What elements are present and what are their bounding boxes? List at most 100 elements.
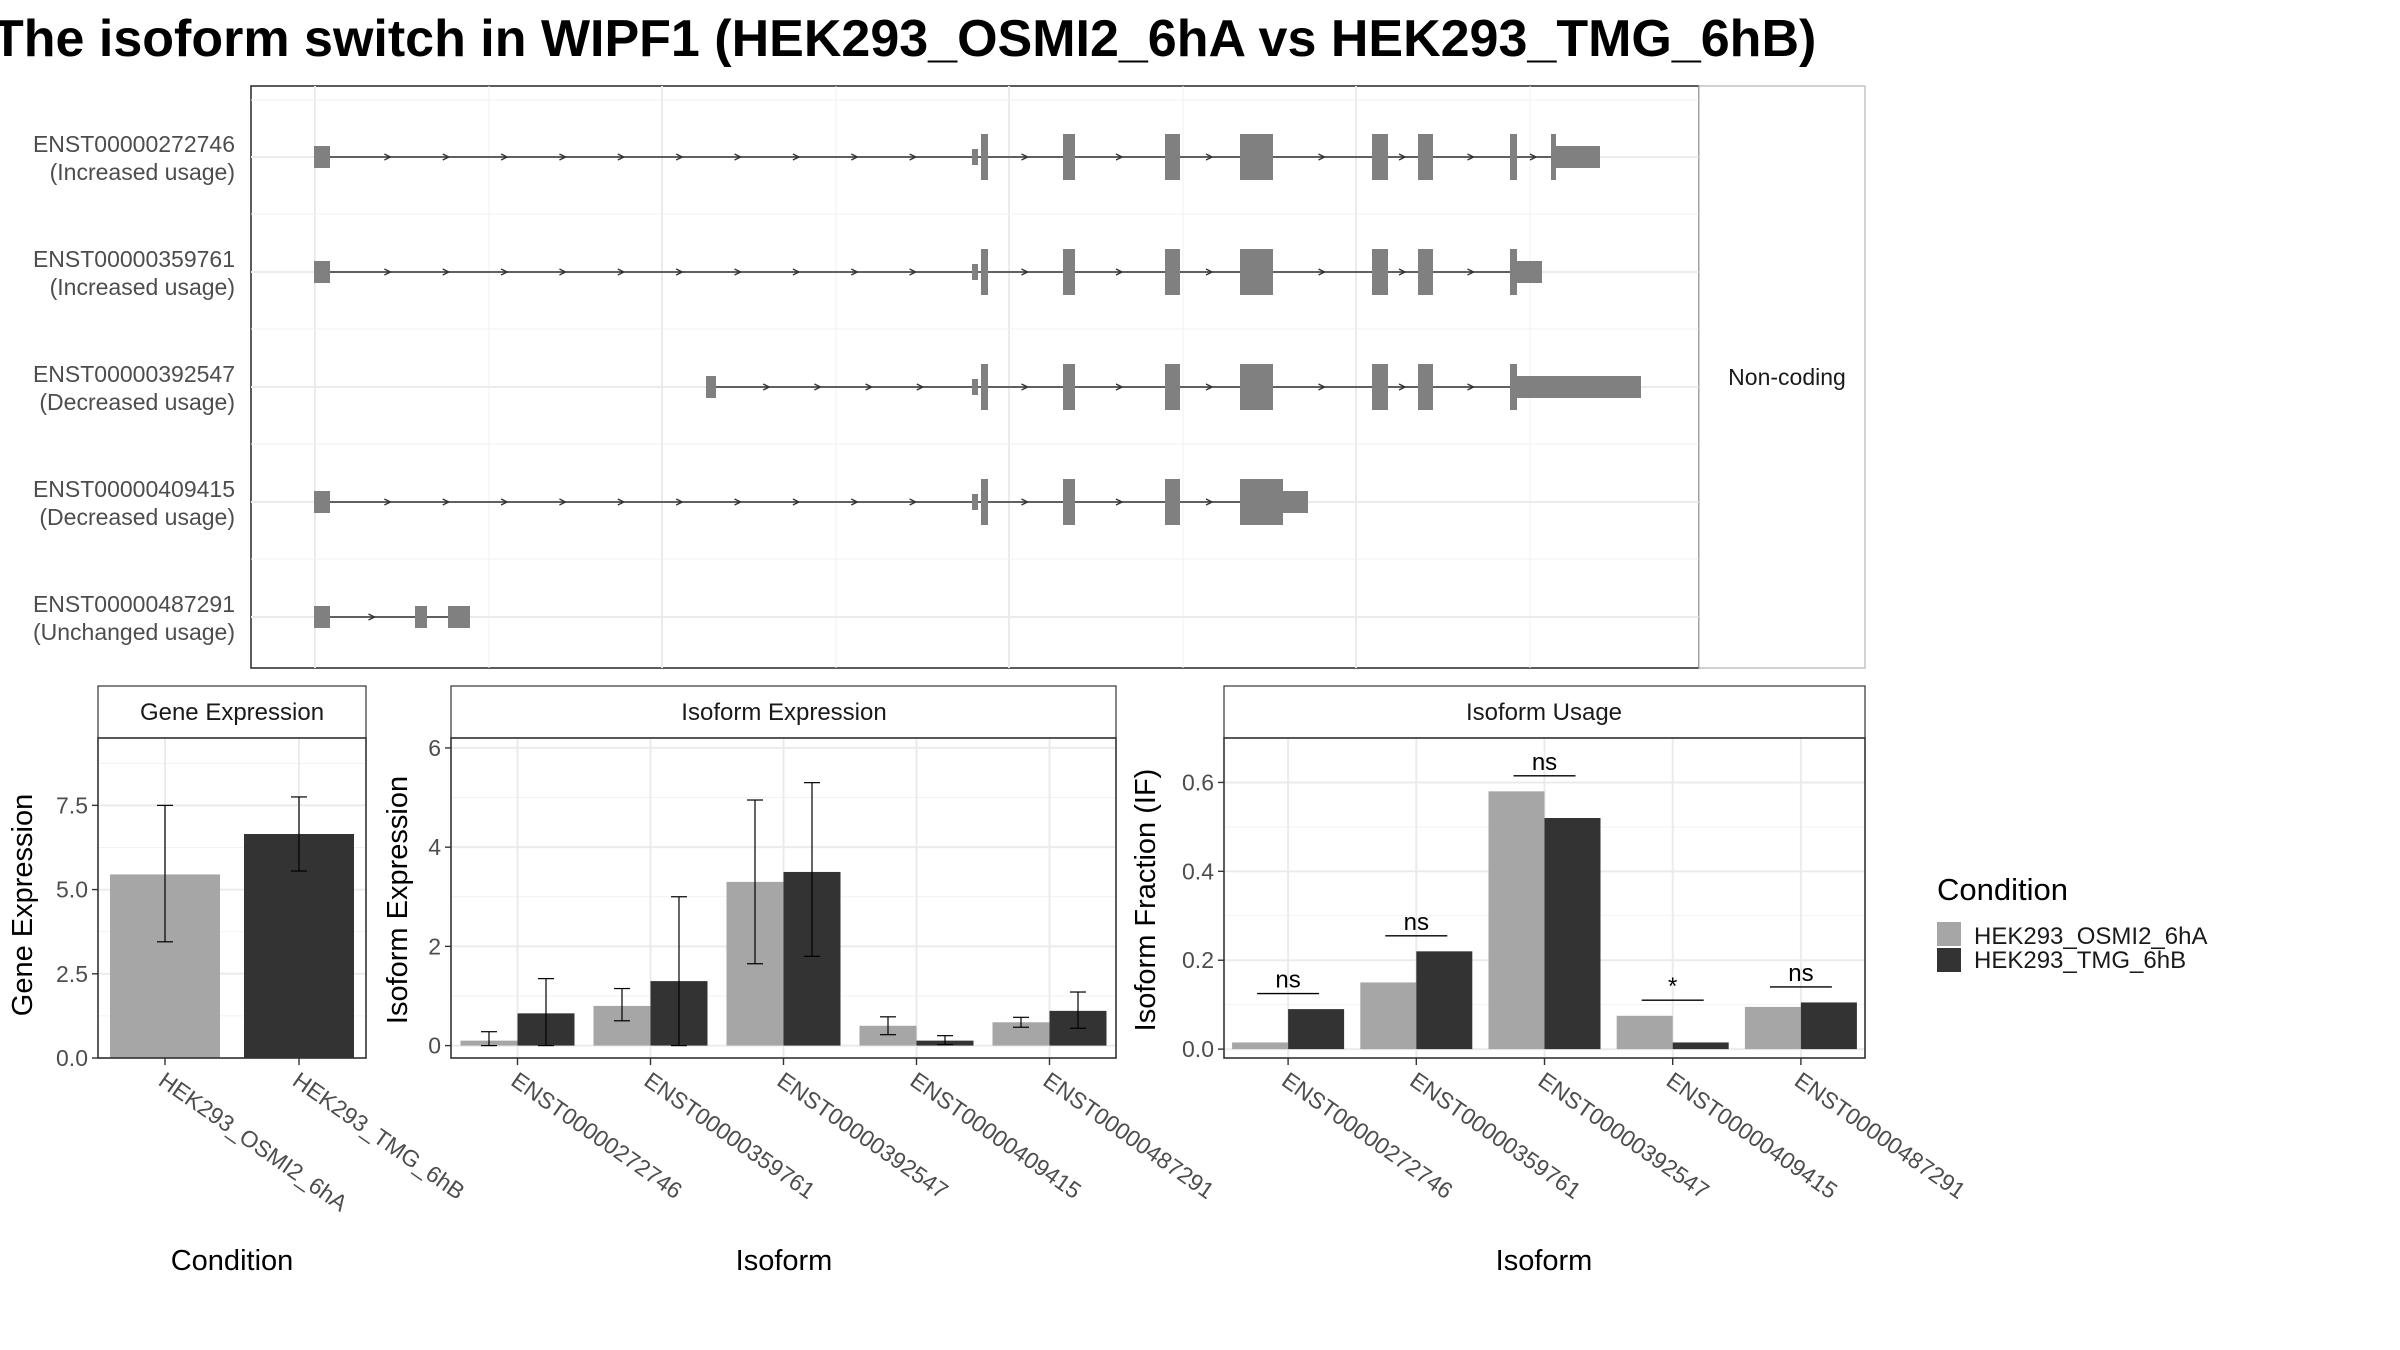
exon-block <box>1063 134 1075 180</box>
bar <box>992 1022 1050 1046</box>
intron-arrow <box>500 498 509 506</box>
transcript-track <box>314 134 1600 180</box>
exon-block <box>972 379 978 395</box>
exon-block <box>1510 364 1517 410</box>
bar <box>859 1025 917 1046</box>
exon-block <box>1165 134 1180 180</box>
bar <box>1672 1042 1729 1050</box>
intron-arrow <box>500 153 509 161</box>
intron-arrow <box>792 153 801 161</box>
intron-arrow <box>1398 383 1407 391</box>
bar <box>1544 818 1601 1050</box>
intron-arrow <box>442 268 451 276</box>
intron-arrow <box>1205 498 1214 506</box>
exon-block <box>1517 261 1542 283</box>
intron-arrow <box>1318 153 1327 161</box>
exon-block <box>1372 364 1388 410</box>
intron-arrow <box>1115 268 1124 276</box>
bar <box>1616 1015 1673 1050</box>
isoform-expression-panel: Isoform Expression 0246ENST00000272746EN… <box>382 685 1219 1277</box>
exon-block <box>314 606 330 628</box>
intron-arrow <box>559 268 568 276</box>
gene-structure-track-labels: ENST00000272746(Increased usage)ENST0000… <box>33 131 235 645</box>
bar <box>1232 1042 1289 1050</box>
condition-legend: Condition HEK293_OSMI2_6hA HEK293_TMG_6h… <box>1937 872 2207 974</box>
exon-block <box>448 606 470 628</box>
intron-arrow <box>1529 153 1538 161</box>
intron-arrow <box>734 153 743 161</box>
intron-arrow <box>762 383 771 391</box>
intron-arrow <box>734 268 743 276</box>
exon-block <box>1372 134 1388 180</box>
intron-arrow <box>1115 383 1124 391</box>
isoform-usage-strip <box>1223 685 1866 739</box>
gene-structure-tracks <box>314 134 1641 628</box>
track-id-label: ENST00000409415 <box>33 476 235 502</box>
exon-block <box>981 249 988 295</box>
gene-expression-strip <box>97 685 367 739</box>
intron-arrow <box>1205 153 1214 161</box>
intron-arrow <box>442 498 451 506</box>
y-tick-label: 2.5 <box>56 961 88 987</box>
isoform-expression-strip-label: Isoform Expression <box>681 699 886 726</box>
track-id-label: ENST00000359761 <box>33 246 235 272</box>
intron-arrow <box>792 498 801 506</box>
exon-block <box>972 149 978 165</box>
intron-arrow <box>1115 153 1124 161</box>
exon-block <box>1165 479 1180 525</box>
y-tick-label: 0.0 <box>1182 1036 1214 1062</box>
transcript-track <box>706 364 1641 410</box>
transcript-track <box>314 606 470 628</box>
exon-block <box>972 494 978 510</box>
exon-block <box>1418 134 1433 180</box>
intron-arrow <box>850 268 859 276</box>
intron-arrow <box>909 268 918 276</box>
intron-arrow <box>617 498 626 506</box>
significance-label: ns <box>1404 909 1429 936</box>
y-tick-label: 7.5 <box>56 792 88 818</box>
exon-block <box>1556 146 1600 168</box>
exon-block <box>1240 479 1283 525</box>
exon-block <box>1551 134 1556 180</box>
track-id-label: ENST00000392547 <box>33 361 235 387</box>
exon-block <box>981 479 988 525</box>
intron-arrow <box>675 498 684 506</box>
intron-arrow <box>850 153 859 161</box>
intron-arrow <box>617 268 626 276</box>
facet-strip-label: Non-coding <box>1728 364 1846 390</box>
legend-label-tmg: HEK293_TMG_6hB <box>1974 947 2186 974</box>
transcript-track <box>314 479 1308 525</box>
transcript-track <box>314 249 1542 295</box>
facet-strip-noncoding <box>1698 85 1866 669</box>
bar <box>1360 982 1417 1050</box>
gene-structure-panel: Non-coding ENST00000272746(Increased usa… <box>33 85 1866 669</box>
exon-block <box>1517 376 1641 398</box>
intron-arrow <box>792 268 801 276</box>
intron-arrow <box>909 498 918 506</box>
exon-block <box>981 134 988 180</box>
y-tick-label: 0.4 <box>1182 858 1214 884</box>
track-usage-label: (Unchanged usage) <box>33 619 235 645</box>
significance-label: ns <box>1532 749 1557 776</box>
intron-arrow <box>916 383 925 391</box>
bar <box>1800 1002 1857 1050</box>
y-tick-label: 2 <box>428 933 441 959</box>
exon-block <box>1372 249 1388 295</box>
exon-block <box>1510 249 1517 295</box>
isoform-expression-strip <box>450 685 1117 739</box>
significance-label: ns <box>1788 960 1813 987</box>
bar <box>1744 1006 1801 1050</box>
intron-arrow <box>814 383 822 391</box>
gene-expression-y-axis-title: Gene Expression <box>7 794 39 1016</box>
track-id-label: ENST00000487291 <box>33 591 235 617</box>
legend-key-osmi2 <box>1937 922 1961 946</box>
isoform-expression-y-axis-title: Isoform Expression <box>382 776 414 1024</box>
intron-arrow <box>559 153 568 161</box>
intron-arrow <box>1318 268 1327 276</box>
exon-block <box>1063 479 1075 525</box>
y-tick-label: 0 <box>428 1033 441 1059</box>
intron-arrow <box>368 613 377 621</box>
intron-arrow <box>1318 383 1327 391</box>
bar <box>1488 791 1545 1050</box>
